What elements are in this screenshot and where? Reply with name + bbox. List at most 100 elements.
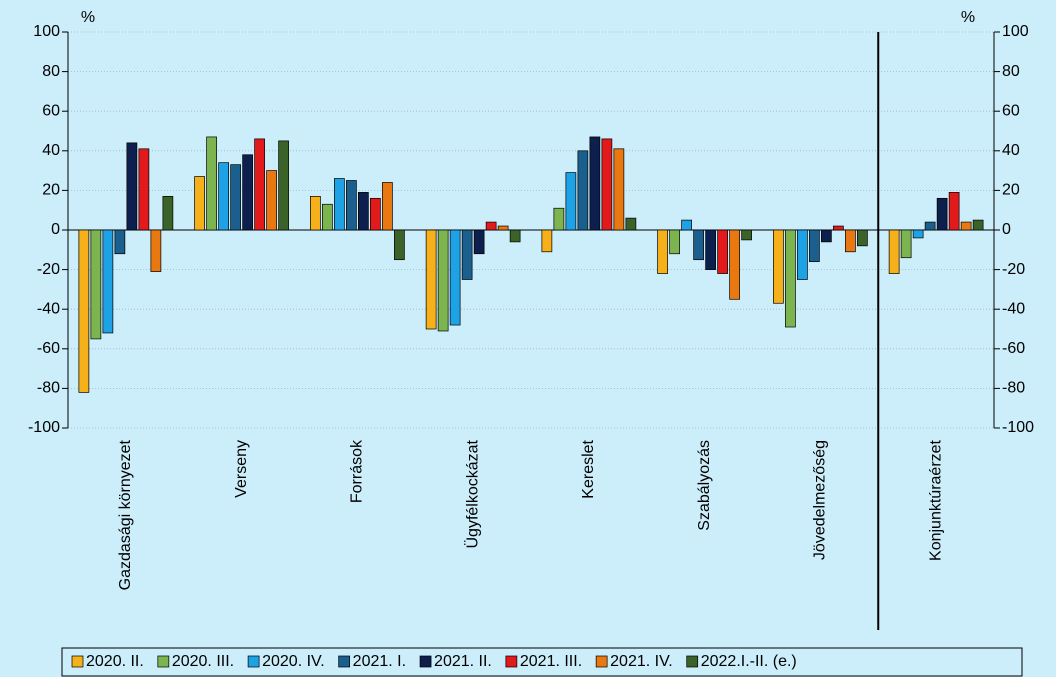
y2-tick-label: -60 — [1002, 340, 1025, 357]
legend-swatch — [686, 655, 699, 668]
y2-tick-label: 100 — [1002, 23, 1029, 40]
bar — [717, 229, 728, 274]
x-tick-label: Gazdasági környezet — [117, 439, 134, 590]
bar — [358, 192, 369, 231]
bar — [601, 138, 613, 231]
bar — [625, 217, 637, 231]
bar — [729, 229, 740, 300]
bar — [900, 229, 912, 259]
legend-box — [61, 647, 1023, 677]
legend-label: 2020. III. — [172, 653, 234, 670]
x-tick-label: Kereslet — [580, 439, 597, 498]
bar — [924, 221, 936, 231]
x-tick-label: Jövedelmezőség — [812, 440, 829, 560]
bar — [346, 180, 357, 231]
bar — [509, 229, 521, 243]
legend-label: 2020. II. — [86, 653, 144, 670]
y-tick-label: 80 — [42, 63, 60, 80]
bar — [485, 221, 497, 231]
y-tick-label: -40 — [37, 300, 60, 317]
bar — [437, 229, 449, 332]
bar — [102, 229, 114, 334]
y-tick-label: 60 — [42, 102, 60, 119]
legend-label: 2021. I. — [353, 653, 406, 670]
x-tick-label: Szabályozás — [696, 440, 713, 531]
bar — [821, 229, 832, 243]
y2-tick-label: -100 — [1002, 419, 1034, 436]
y2-tick-label: 80 — [1002, 63, 1020, 80]
bar — [565, 172, 577, 231]
legend-swatch — [71, 655, 84, 668]
bar — [266, 170, 277, 231]
bar — [613, 148, 625, 231]
bar — [845, 229, 856, 253]
legend-swatch — [595, 655, 608, 668]
bar — [497, 225, 509, 231]
bar — [242, 154, 253, 231]
x-tick-label: Ügyfélkockázat — [463, 439, 481, 548]
bar — [577, 150, 589, 231]
bar — [833, 225, 844, 231]
legend-label: 2021. IV. — [610, 653, 673, 670]
legend-swatch — [338, 655, 351, 668]
bar — [114, 229, 126, 255]
bar — [218, 162, 229, 231]
bar — [797, 229, 808, 280]
x-tick-label: Források — [349, 439, 366, 503]
legend-swatch — [157, 655, 170, 668]
bar — [948, 192, 960, 231]
bar — [310, 195, 321, 231]
legend-label: 2021. III. — [520, 653, 582, 670]
bar — [254, 138, 265, 231]
y-tick-label: -60 — [37, 340, 60, 357]
bar — [589, 136, 601, 231]
bar — [425, 229, 437, 330]
y2-tick-label: -20 — [1002, 261, 1025, 278]
bar — [936, 197, 948, 231]
y2-tick-label: -40 — [1002, 300, 1025, 317]
bar — [194, 176, 205, 231]
y-tick-label: -100 — [28, 419, 60, 436]
bar — [785, 229, 796, 328]
bar — [705, 229, 716, 270]
bar — [78, 229, 90, 393]
bar — [960, 221, 972, 231]
bar — [461, 229, 473, 280]
bar — [741, 229, 752, 241]
legend-label: 2021. II. — [434, 653, 492, 670]
bar — [857, 229, 868, 247]
bar — [657, 229, 668, 274]
y-tick-label: 20 — [42, 182, 60, 199]
bar — [809, 229, 820, 263]
legend-swatch — [247, 655, 260, 668]
bar — [394, 229, 405, 261]
bar — [449, 229, 461, 326]
bar — [382, 182, 393, 231]
y2-tick-label: -80 — [1002, 380, 1025, 397]
bar — [473, 229, 485, 255]
legend-swatch — [419, 655, 432, 668]
bar — [370, 197, 381, 231]
y-tick-label: 100 — [33, 23, 60, 40]
y2-unit: % — [961, 9, 975, 26]
bar — [206, 136, 217, 231]
bar — [541, 229, 553, 253]
y2-tick-label: 60 — [1002, 102, 1020, 119]
bar — [230, 164, 241, 231]
y2-tick-label: 40 — [1002, 142, 1020, 159]
y-tick-label: 0 — [51, 221, 60, 238]
y2-tick-label: 0 — [1002, 221, 1011, 238]
bar — [773, 229, 784, 304]
y-tick-label: -80 — [37, 380, 60, 397]
y-unit: % — [81, 9, 95, 26]
y-tick-label: -20 — [37, 261, 60, 278]
bar — [322, 203, 333, 231]
bar — [553, 207, 565, 231]
bar — [138, 148, 150, 231]
bar — [278, 140, 289, 231]
x-tick-label: Verseny — [233, 440, 250, 498]
bar — [150, 229, 162, 272]
bar — [681, 219, 692, 231]
bar — [888, 229, 900, 274]
